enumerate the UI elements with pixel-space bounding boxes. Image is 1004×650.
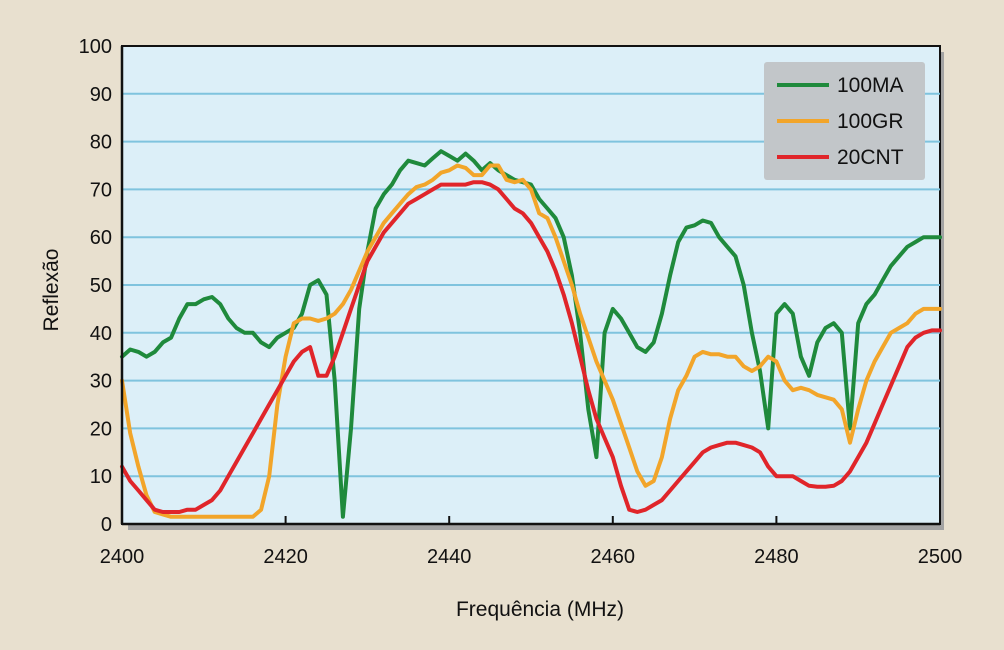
y-tick-label: 70 — [90, 179, 112, 201]
x-tick-label: 2400 — [100, 546, 145, 568]
legend-label-20cnt: 20CNT — [837, 146, 904, 169]
y-tick-label: 90 — [90, 84, 112, 106]
x-tick-label: 2460 — [591, 546, 636, 568]
series-line-20cnt — [120, 180, 942, 514]
y-axis-title: Reflexão — [40, 249, 63, 332]
y-tick-label: 40 — [90, 323, 112, 345]
y-tick-label: 60 — [90, 227, 112, 249]
y-tick-label: 50 — [90, 275, 112, 297]
x-tick-label: 2480 — [754, 546, 799, 568]
legend-label-100gr: 100GR — [837, 110, 904, 133]
y-tick-label: 10 — [90, 466, 112, 488]
series-lines — [120, 149, 942, 519]
legend: 100MA 100GR 20CNT — [764, 62, 925, 180]
x-tick-label: 2420 — [263, 546, 308, 568]
y-tick-label: 0 — [101, 514, 112, 536]
y-tick-label: 80 — [90, 132, 112, 154]
y-tick-labels: 0 10 20 30 40 50 60 70 80 90 100 — [79, 36, 112, 536]
x-axis-title: Frequência (MHz) — [456, 598, 624, 621]
legend-box — [764, 62, 925, 180]
legend-label-100ma: 100MA — [837, 74, 904, 97]
series-line-100gr — [120, 163, 942, 519]
series-line-100ma — [120, 149, 942, 519]
x-tick-labels: 2400 2420 2440 2460 2480 2500 — [100, 516, 963, 568]
y-tick-label: 100 — [79, 36, 112, 58]
x-tick-label: 2440 — [427, 546, 472, 568]
y-tick-label: 30 — [90, 371, 112, 393]
y-tick-label: 20 — [90, 418, 112, 440]
x-tick-label: 2500 — [918, 546, 963, 568]
